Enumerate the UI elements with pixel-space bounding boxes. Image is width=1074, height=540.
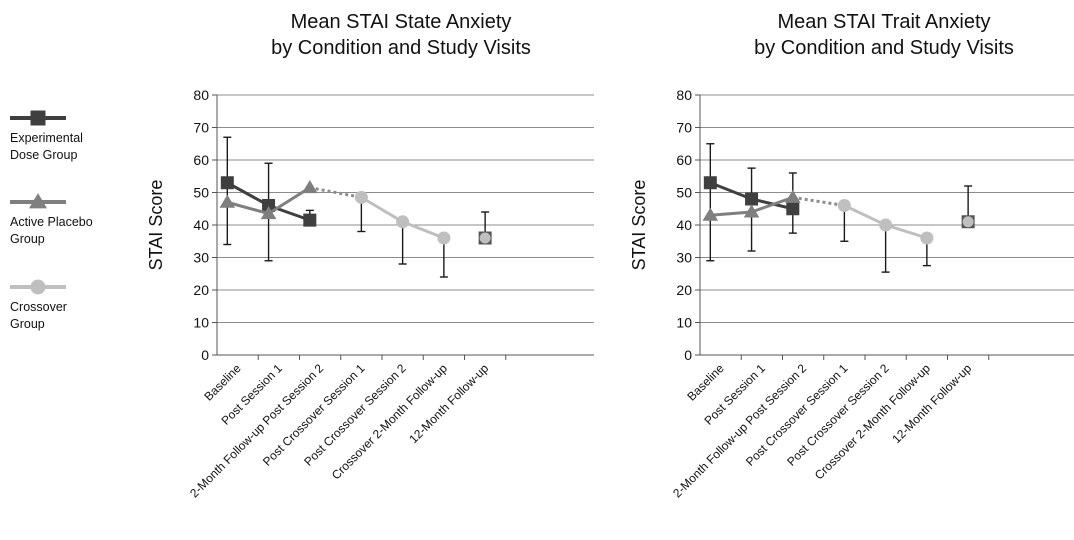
y-tick-label: 40 [193,217,209,233]
series-circle [837,199,975,245]
legend-item: Active Placebo Group [10,193,93,246]
series-triangle [702,189,801,221]
y-tick-label: 70 [193,120,209,136]
data-point-triangle [785,189,801,203]
data-point-circle [962,216,974,228]
data-point-circle [837,199,851,212]
y-axis-label: STAI Score [629,180,649,271]
data-point-circle [479,232,491,244]
error-bar [223,136,232,246]
y-tick-label: 60 [193,152,209,168]
data-point-circle [920,231,934,245]
legend: Experimental Dose Group Active Placebo Grou… [10,110,93,331]
series-triangle [219,179,318,220]
y-tick-label: 50 [676,185,692,201]
data-point-square [786,202,800,216]
data-point-triangle [260,205,277,220]
legend-marker [29,193,47,209]
legend-label: Active Placebo [10,215,93,229]
x-category-label: 12-Month Follow-up [406,361,491,446]
y-tick-label: 10 [676,315,692,331]
chart-title: Mean STAI Trait Anxiety [777,11,990,33]
y-tick-label: 20 [676,282,692,298]
legend-marker [30,279,46,295]
legend-item: Experimental Dose Group [10,110,83,162]
x-category-label: Baseline [201,361,244,404]
data-point-circle [437,231,451,245]
chart-title: by Condition and Study Visits [754,37,1014,59]
data-point-circle [396,215,410,229]
x-category-label: 12-Month Follow-up [889,361,974,446]
series-square [703,176,800,216]
legend-label: Group [10,317,45,331]
legend-label: Experimental [10,131,83,145]
error-bar [706,143,715,262]
data-point-triangle [743,204,760,218]
y-tick-label: 0 [201,347,209,363]
y-tick-label: 80 [676,87,692,103]
y-tick-label: 60 [676,152,692,168]
y-tick-label: 30 [676,250,692,266]
y-tick-label: 80 [193,87,209,103]
series-circle [354,190,492,245]
y-tick-label: 40 [676,217,692,233]
data-point-square [303,213,317,227]
legend-label: Dose Group [10,148,77,162]
y-tick-label: 50 [193,185,209,201]
data-point-square [220,176,234,190]
series-square [220,176,317,227]
chart-title: by Condition and Study Visits [271,37,531,59]
data-point-triangle [302,179,318,194]
data-point-square [745,192,759,206]
legend-item: Crossover Group [10,279,67,331]
y-tick-label: 0 [684,347,692,363]
legend-label: Group [10,232,45,246]
data-point-triangle [702,207,719,221]
chart-title: Mean STAI State Anxiety [291,11,512,33]
data-point-circle [354,190,368,204]
data-point-square [262,199,276,212]
y-tick-label: 20 [193,282,209,298]
data-point-triangle [219,194,236,208]
data-point-circle [879,218,893,232]
y-axis-label: STAI Score [146,180,166,271]
legend-marker [30,110,46,126]
trait-anxiety-chart: Mean STAI Trait Anxiety by Condition and … [629,11,1074,500]
legend-label: Crossover [10,300,67,314]
dotted-connector [309,186,362,199]
data-point-square [703,176,717,190]
x-category-label: Baseline [684,361,727,404]
dotted-connector [792,195,845,207]
y-tick-label: 30 [193,250,209,266]
y-tick-label: 10 [193,315,209,331]
error-bar [881,224,890,273]
y-tick-label: 70 [676,120,692,136]
state-anxiety-chart: Mean STAI State Anxiety by Condition and … [146,11,594,500]
